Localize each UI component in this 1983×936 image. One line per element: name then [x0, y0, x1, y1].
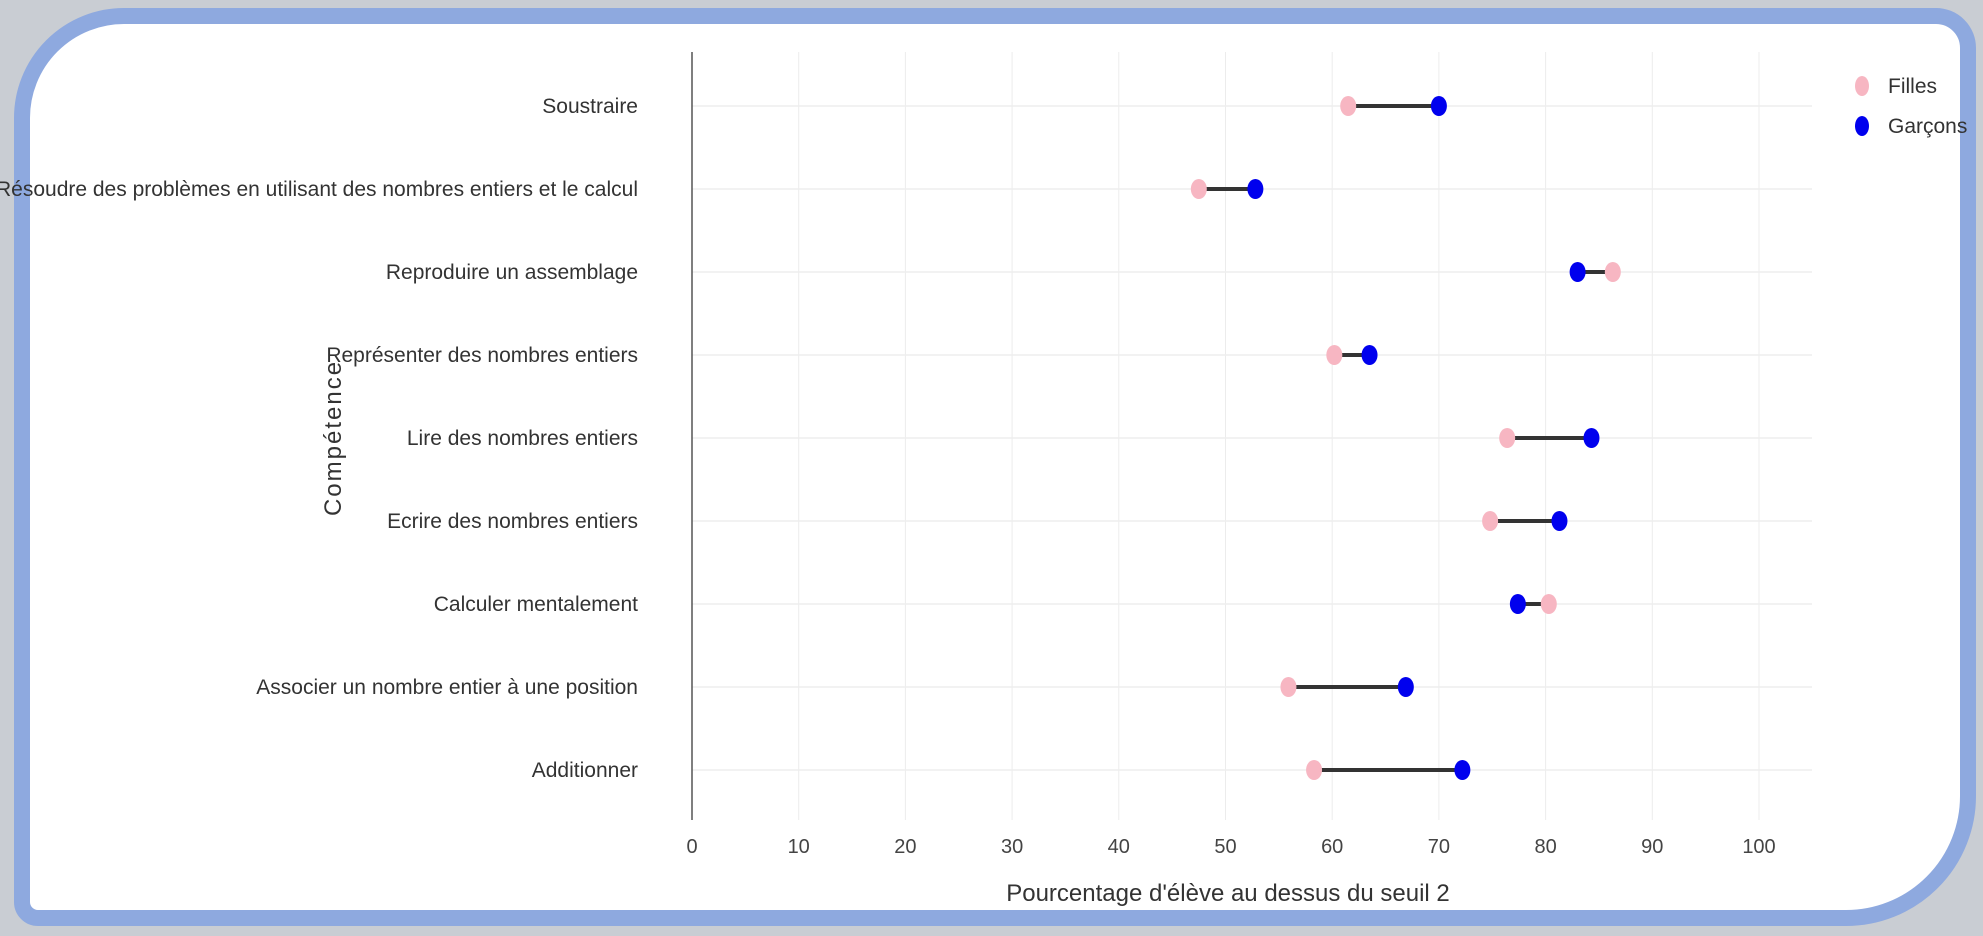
point-filles: [1604, 262, 1621, 282]
point-filles: [1306, 760, 1323, 780]
point-garcons: [1551, 511, 1568, 531]
category-label: Résoudre des problèmes en utilisant des …: [0, 178, 638, 201]
x-tick-label: 30: [1001, 836, 1023, 858]
category-label: Additionner: [532, 759, 638, 782]
legend-marker-filles: [1855, 76, 1869, 96]
y-axis-title: Compétence: [320, 360, 347, 516]
point-garcons: [1569, 262, 1586, 282]
point-garcons: [1361, 345, 1378, 365]
x-tick-label: 100: [1742, 836, 1775, 858]
x-tick-label: 60: [1321, 836, 1343, 858]
legend-label-filles: Filles: [1888, 75, 1937, 98]
x-tick-label: 20: [894, 836, 916, 858]
point-garcons: [1509, 594, 1526, 614]
category-labels: Soustraire Résoudre des problèmes en util…: [0, 95, 638, 782]
category-label: Représenter des nombres entiers: [326, 344, 638, 367]
x-tick-label: 40: [1108, 836, 1130, 858]
point-garcons: [1454, 760, 1471, 780]
point-filles: [1326, 345, 1343, 365]
point-garcons: [1397, 677, 1414, 697]
point-garcons: [1430, 96, 1447, 116]
category-label: Soustraire: [542, 95, 638, 118]
category-label: Ecrire des nombres entiers: [387, 510, 638, 533]
x-tick-label: 0: [686, 836, 697, 858]
x-tick-label: 10: [788, 836, 810, 858]
category-label: Associer un nombre entier à une position: [256, 676, 638, 699]
point-filles: [1340, 96, 1357, 116]
category-label: Lire des nombres entiers: [407, 427, 638, 450]
point-filles: [1540, 594, 1557, 614]
x-axis-title: Pourcentage d'élève au dessus du seuil 2: [1006, 880, 1450, 907]
legend-label-garcons: Garçons: [1888, 115, 1967, 138]
grid-lines: [691, 52, 1812, 820]
x-tick-label: 80: [1534, 836, 1556, 858]
point-filles: [1190, 179, 1207, 199]
category-label: Calculer mentalement: [434, 593, 638, 616]
point-filles: [1482, 511, 1499, 531]
legend-marker-garcons: [1855, 116, 1869, 136]
point-garcons: [1247, 179, 1264, 199]
x-tick-label: 50: [1214, 836, 1236, 858]
category-label: Reproduire un assemblage: [386, 261, 638, 284]
legend: Filles Garçons: [1855, 75, 1967, 138]
x-tick-label: 90: [1641, 836, 1663, 858]
chart-frame: [14, 8, 1976, 926]
point-filles: [1280, 677, 1297, 697]
data-points: [1190, 96, 1621, 780]
x-tick-labels: 0 10 20 30 40 50 60 70 80 90 100: [686, 836, 1775, 858]
point-garcons: [1583, 428, 1600, 448]
point-filles: [1499, 428, 1516, 448]
x-tick-label: 70: [1428, 836, 1450, 858]
